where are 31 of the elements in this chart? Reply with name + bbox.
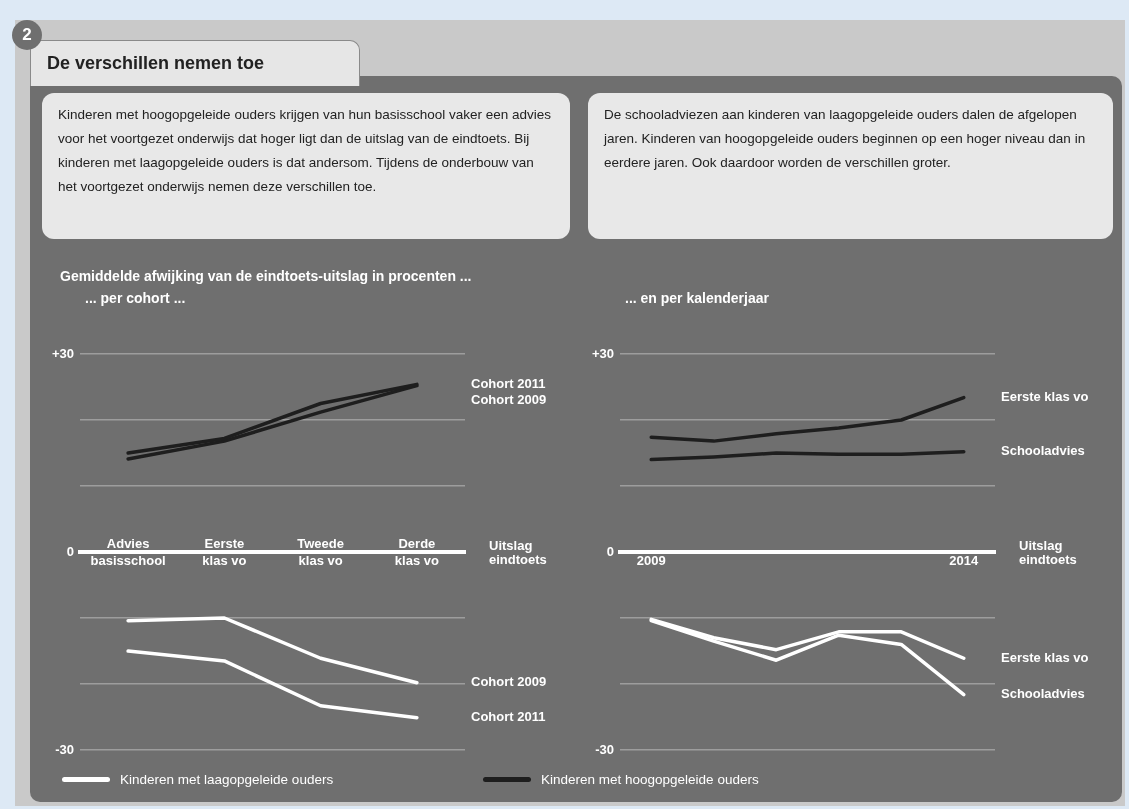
y-tick-label: +30 — [591, 345, 614, 361]
y-tick-label: 0 — [66, 543, 74, 559]
text: Eerste klas vo — [1001, 649, 1089, 665]
text: De verschillen nemen toe — [30, 40, 360, 86]
text: Kinderen met hoogopgeleide ouders krijgen van hun basisschool vaker een advies voor het voortgezet onderwijs dat hoger ligt dan de uitslag van de eindtoets. Bij kinderen met laagopgeleide ouders is dat andersom. Tijdens de onderbouw van het voortgezet onderwijs nemen deze verschillen toe. — [42, 93, 570, 239]
text: Cohort 2009 — [471, 391, 547, 407]
y-tick-label: +30 — [51, 345, 74, 361]
y-tick-label: 0 — [606, 543, 614, 559]
x-axis-title: Uitslag eindtoets — [489, 538, 547, 568]
text: Schooladvies — [1001, 443, 1085, 459]
chart-title: Gemiddelde afwijking van de eindtoets-uitslag in procenten ... — [60, 268, 472, 284]
x-tick-label: 2009 — [636, 553, 666, 569]
chart-subtitle: ... per cohort ... — [85, 290, 186, 306]
text: 2 — [12, 20, 42, 50]
text: Kinderen met hoogopgeleide ouders — [541, 772, 759, 787]
text: Kinderen met laagopgeleide ouders — [120, 772, 334, 787]
text: Cohort 2011 — [471, 375, 546, 391]
x-tick-label: Advies basisschool — [90, 536, 166, 569]
text: Eerste klas vo — [1001, 389, 1089, 405]
text: Schooladvies — [1001, 686, 1085, 702]
text: De schooladviezen aan kinderen van laagopgeleide ouders dalen de afgelopen jaren. Kinderen van hoogopgeleide ouders beginnen op een hoger niveau dan in eerdere jaren. Ook daardoor worden de verschillen groter. — [588, 93, 1113, 239]
x-tick-label: Derde klas vo — [394, 536, 439, 569]
x-axis-title: Uitslag eindtoets — [1019, 538, 1077, 568]
y-tick-label: -30 — [595, 741, 614, 757]
x-tick-label: Tweede klas vo — [297, 536, 344, 569]
x-tick-label: 2014 — [949, 553, 979, 569]
text: Cohort 2009 — [471, 674, 547, 690]
x-tick-label: Eerste klas vo — [202, 536, 247, 569]
text: Cohort 2011 — [471, 709, 546, 725]
chart-title: ... en per kalenderjaar — [625, 290, 769, 306]
y-tick-label: -30 — [55, 741, 74, 757]
